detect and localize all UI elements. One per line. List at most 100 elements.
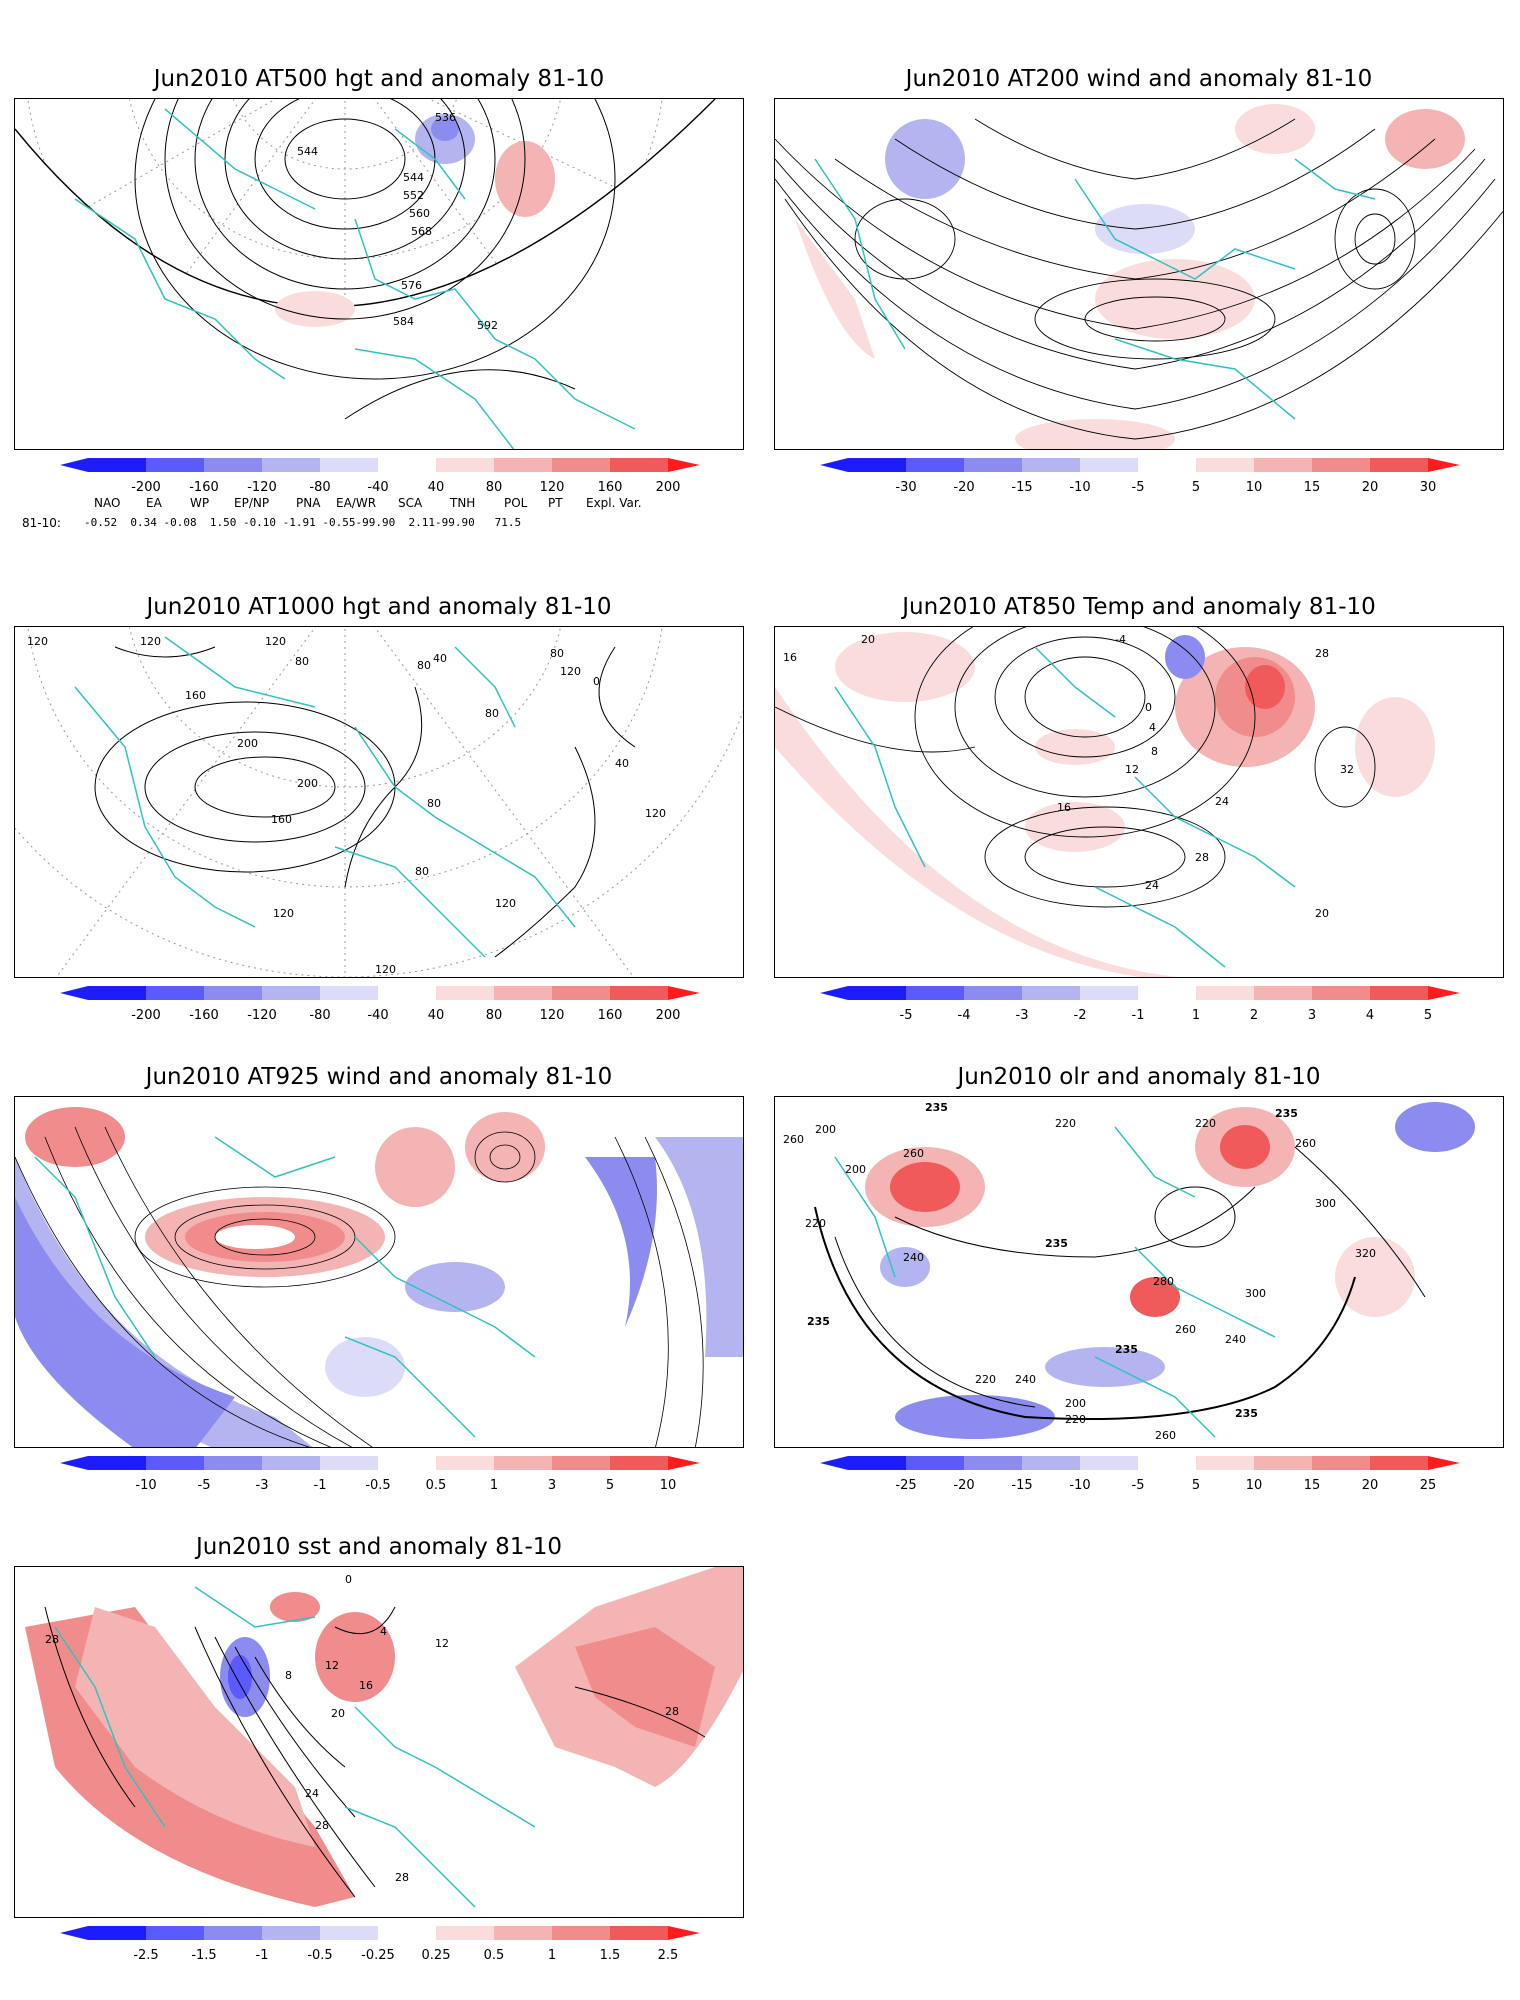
contour-label: 160 — [185, 689, 206, 702]
colorbar-tick: 120 — [539, 1008, 565, 1023]
map-plot: 20 16 -4 0 4 8 12 16 24 28 24 20 32 28 — [775, 627, 1435, 977]
teleconnection-table: NAO EA WP EP/NP PNA EA/WR SCA TNH POL PT… — [14, 496, 744, 540]
contour-label: 576 — [401, 279, 422, 292]
colorbar-tick: -3 — [255, 1478, 269, 1493]
colorbar-tick: 160 — [597, 480, 623, 495]
colorbar: -5 -4 -3 -2 -1 1 2 3 4 5 — [820, 986, 1460, 1026]
contour-label: 568 — [411, 225, 432, 238]
contour-label: 24 — [1215, 795, 1229, 808]
tele-header: NAO — [94, 496, 121, 510]
map-area: 20 16 -4 0 4 8 12 16 24 28 24 20 32 28 — [774, 626, 1504, 978]
tele-header: EA/WR — [336, 496, 377, 510]
colorbar-tick: 1 — [547, 1948, 557, 1963]
colorbar-tick: -160 — [189, 480, 219, 495]
colorbar-tick: -0.25 — [361, 1948, 395, 1963]
colorbar-swatches — [60, 1926, 700, 1940]
colorbar-tick: 20 — [1361, 480, 1379, 495]
panel-925wind: Jun2010 AT925 wind and anomaly 81-10 — [14, 1058, 744, 1498]
colorbar-tick: -120 — [247, 1008, 277, 1023]
colorbar-tick: 20 — [1361, 1478, 1379, 1493]
colorbar-swatches — [820, 1456, 1460, 1470]
colorbar-tick: -0.5 — [365, 1478, 391, 1493]
map-area — [774, 98, 1504, 450]
colorbar-tick: 25 — [1419, 1478, 1437, 1493]
contour-label: 280 — [1153, 1275, 1174, 1288]
colorbar-tick: 1.5 — [599, 1948, 621, 1963]
contour-label: 12 — [1125, 763, 1139, 776]
contour-label: 220 — [805, 1217, 826, 1230]
map-plot: 536 544 544 552 560 568 576 584 592 — [15, 99, 743, 449]
colorbar: -30 -20 -15 -10 -5 5 10 15 20 30 — [820, 458, 1460, 498]
contour-label: 235 — [807, 1315, 830, 1328]
colorbar-tick: 15 — [1303, 1478, 1321, 1493]
contour-label: 120 — [27, 635, 48, 648]
colorbar-tick: -5 — [899, 1008, 913, 1023]
contour-label: 120 — [265, 635, 286, 648]
map-plot: 120 120 120 80 160 200 200 160 120 80 80… — [15, 627, 743, 977]
colorbar-tick: -20 — [953, 480, 975, 495]
contour-label: 300 — [1315, 1197, 1336, 1210]
tele-header: TNH — [450, 496, 476, 510]
contour-label: 0 — [345, 1573, 352, 1586]
contour-label: 552 — [403, 189, 424, 202]
colorbar-tick: -10 — [1069, 1478, 1091, 1493]
colorbar-tick: 4 — [1365, 1008, 1375, 1023]
contour-label: 28 — [1195, 851, 1209, 864]
colorbar-tick: 3 — [1307, 1008, 1317, 1023]
contour-label: 220 — [1065, 1413, 1086, 1426]
contour-label: 120 — [560, 665, 581, 678]
tele-header: EA — [146, 496, 162, 510]
colorbar-tick: 40 — [427, 480, 445, 495]
contour-label: 28 — [665, 1705, 679, 1718]
tele-header: PNA — [296, 496, 321, 510]
contour-label: 40 — [433, 652, 447, 665]
colorbar-tick: 30 — [1419, 480, 1437, 495]
colorbar-tick: -5 — [1131, 480, 1145, 495]
contour-label: 200 — [845, 1163, 866, 1176]
contour-label: 320 — [1355, 1247, 1376, 1260]
contour-label: 592 — [477, 319, 498, 332]
tele-row-label: 81-10: — [22, 516, 61, 530]
colorbar-tick: -3 — [1015, 1008, 1029, 1023]
contour-label: 24 — [305, 1787, 319, 1800]
contour-label: 20 — [861, 633, 875, 646]
contour-label: 12 — [325, 1659, 339, 1672]
contour-label: 536 — [435, 111, 456, 124]
tele-header: Expl. Var. — [586, 496, 642, 510]
colorbar-tick: 160 — [597, 1008, 623, 1023]
contour-label: -4 — [1115, 633, 1126, 646]
contour-label: 28 — [45, 1633, 59, 1646]
colorbar-tick: 1 — [489, 1478, 499, 1493]
map-area — [14, 1096, 744, 1448]
map-plot: 28 0 4 8 12 16 20 24 28 28 12 28 — [15, 1567, 743, 1917]
map-area: 260 200 235 220 200 260 220 240 235 235 … — [774, 1096, 1504, 1448]
colorbar-tick: 0.5 — [483, 1948, 505, 1963]
panel-1000hgt: Jun2010 AT1000 hgt and anomaly 81-10 120… — [14, 588, 744, 1028]
colorbar-tick: -2 — [1073, 1008, 1087, 1023]
contour-label: 8 — [285, 1669, 292, 1682]
contour-label: 220 — [1055, 1117, 1076, 1130]
colorbar-tick: -1.5 — [191, 1948, 217, 1963]
colorbar: -2.5 -1.5 -1 -0.5 -0.25 0.25 0.5 1 1.5 2… — [60, 1926, 700, 1966]
panel-title: Jun2010 AT200 wind and anomaly 81-10 — [905, 66, 1373, 92]
colorbar-tick: -200 — [131, 480, 161, 495]
contour-label: 20 — [1315, 907, 1329, 920]
panel-500hgt: Jun2010 AT500 hgt and anomaly 81-10 — [14, 60, 744, 540]
contour-label: 260 — [783, 1133, 804, 1146]
contour-label: 240 — [903, 1251, 924, 1264]
contour-label: 80 — [485, 707, 499, 720]
map-area: 536 544 544 552 560 568 576 584 592 — [14, 98, 744, 450]
colorbar-tick: -40 — [367, 480, 389, 495]
colorbar-tick: -200 — [131, 1008, 161, 1023]
tele-header: PT — [548, 496, 563, 510]
contour-label: 28 — [315, 1819, 329, 1832]
panel-sst: Jun2010 sst and anomaly 81-10 28 0 4 — [14, 1528, 744, 1968]
colorbar-tick: 5 — [1423, 1008, 1433, 1023]
map-plot — [775, 101, 1503, 449]
colorbar-tick: 200 — [655, 480, 681, 495]
contour-label: 120 — [273, 907, 294, 920]
colorbar-swatches — [820, 986, 1460, 1000]
contour-label: 4 — [380, 1625, 387, 1638]
contour-label: 544 — [297, 145, 318, 158]
colorbar-tick: 5 — [605, 1478, 615, 1493]
